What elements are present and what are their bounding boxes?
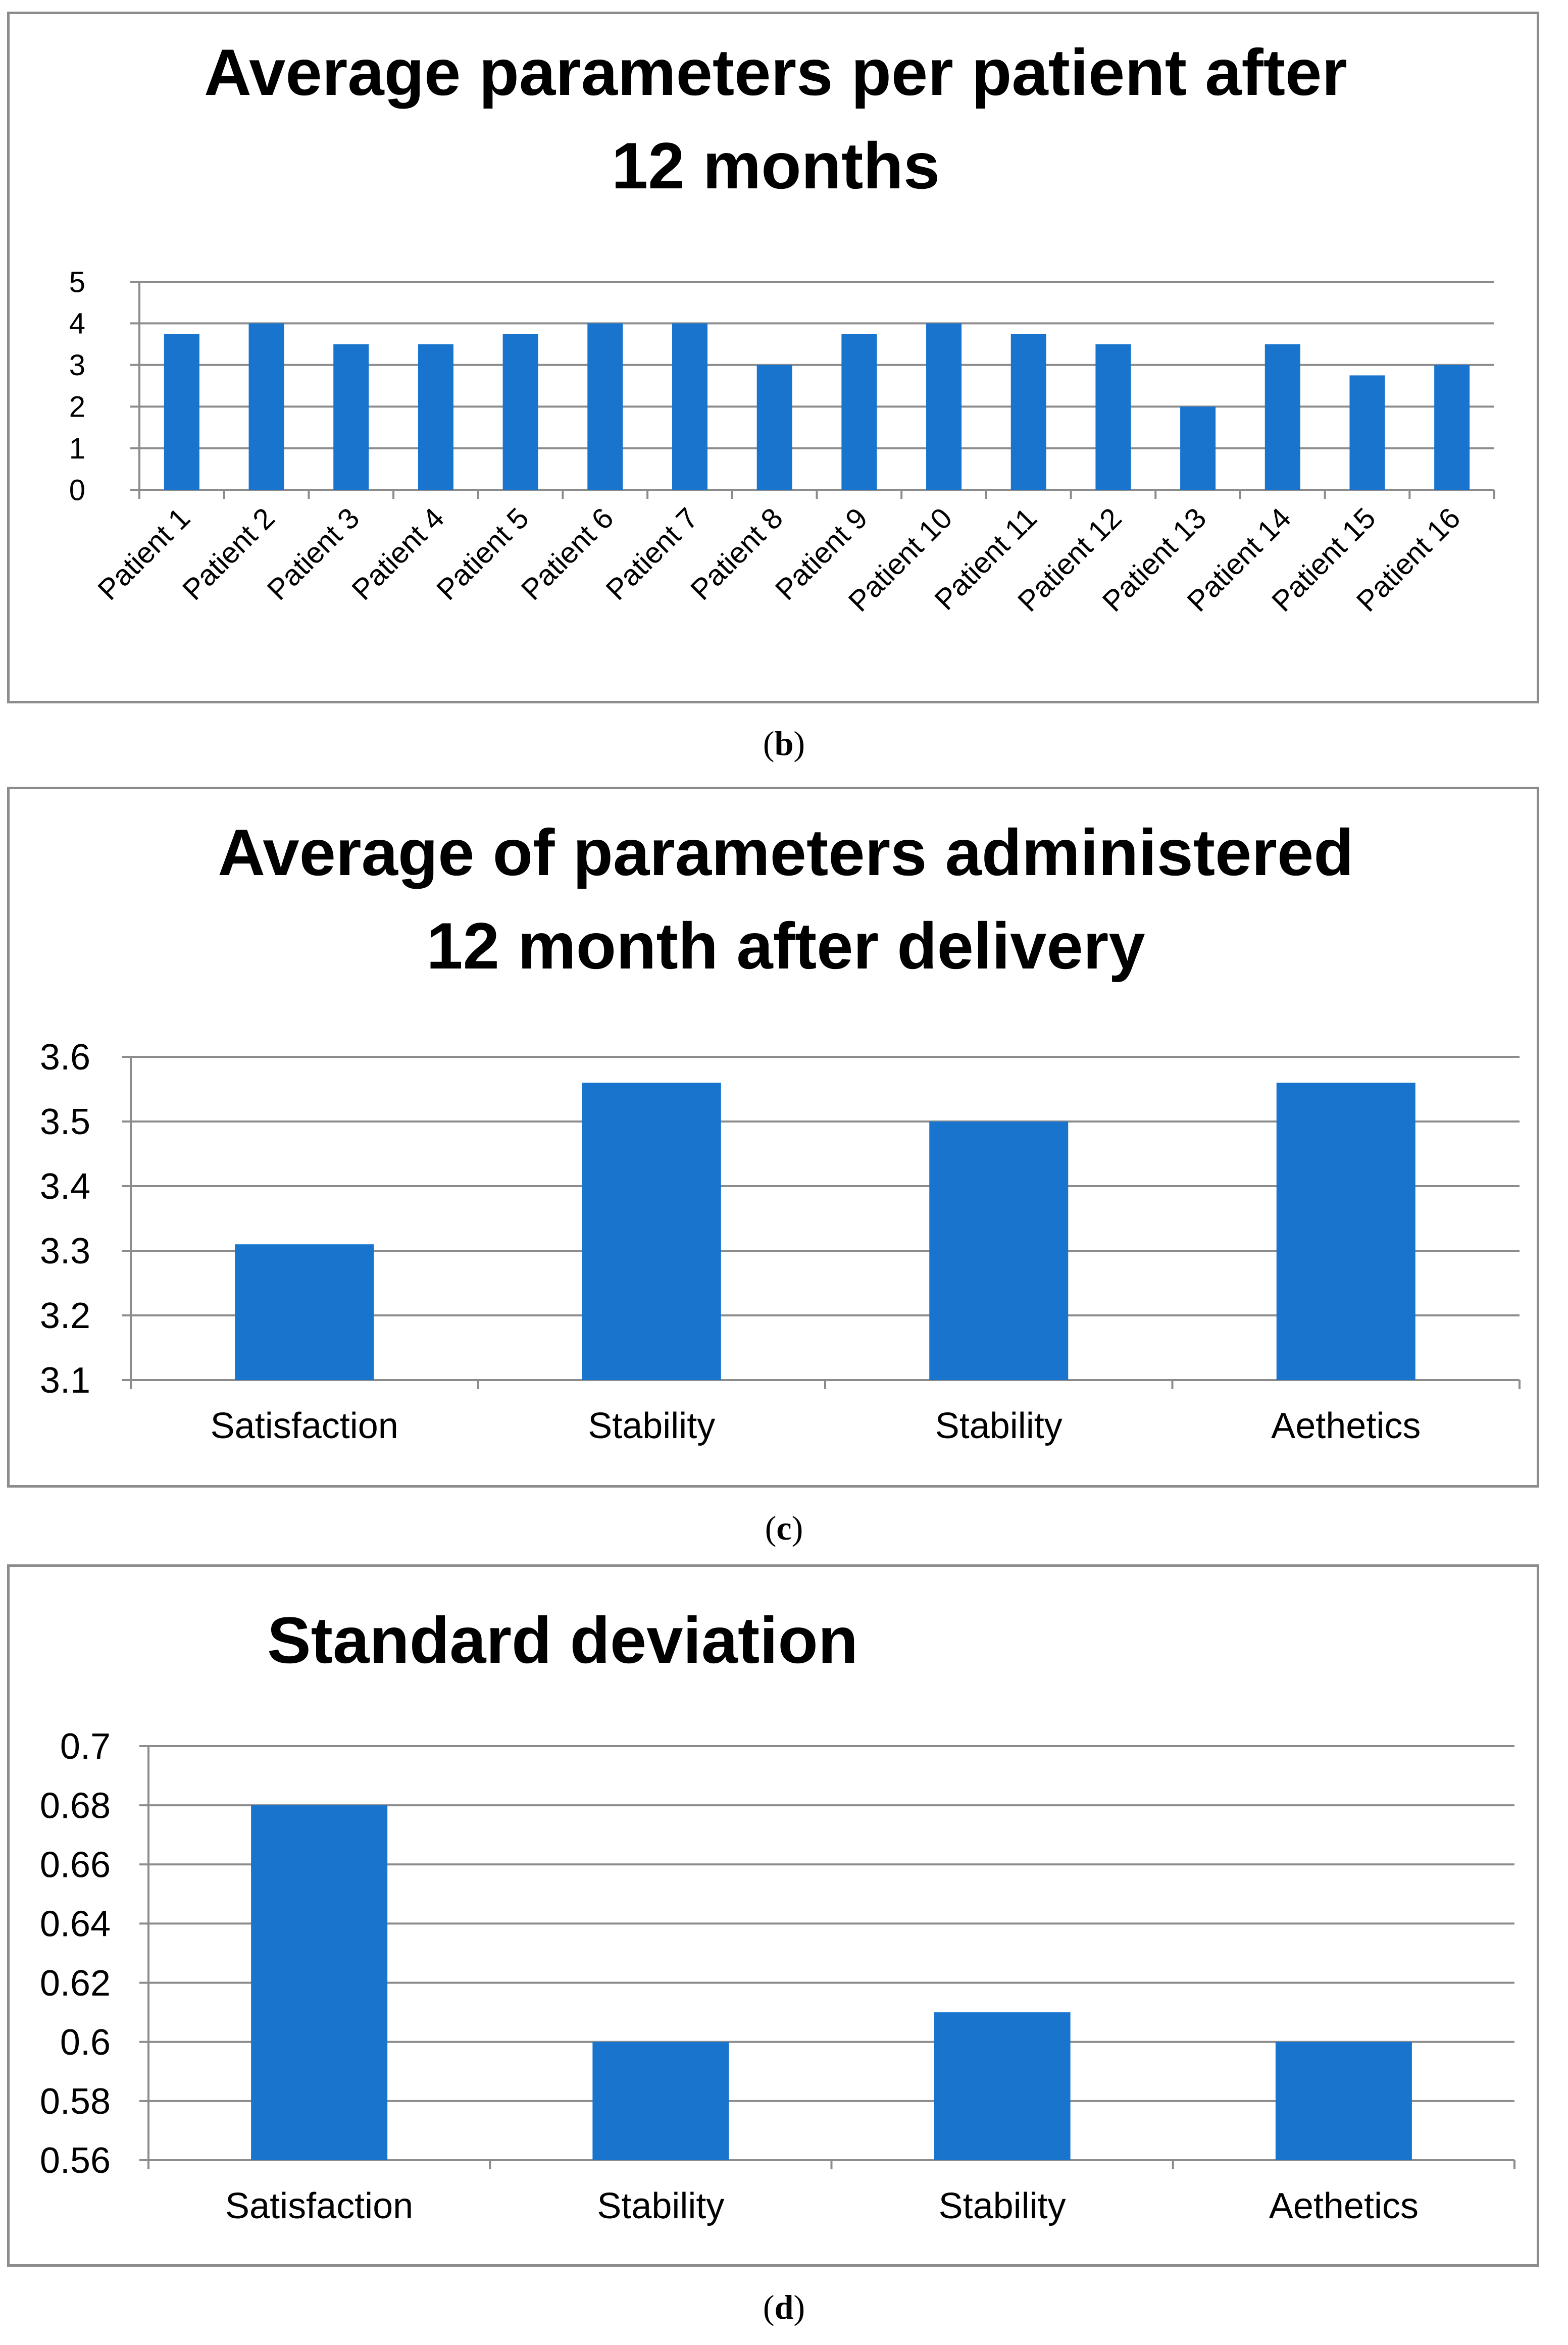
chart-c-ytick-label: 3.1 [40,1360,90,1401]
chart-b-bar-10 [926,323,962,490]
chart-c-ytick-label: 3.2 [40,1296,90,1336]
caption-d: (d) [763,2288,805,2326]
chart-d-ytick-label: 0.6 [60,2022,111,2063]
chart-b-bar-7 [672,323,707,490]
caption-b: (b) [763,724,805,762]
chart-c-title-line-1: Average of parameters administered [218,815,1353,889]
chart-panel-d: Standard deviation 0.56 0.58 0.6 0.62 0.64 0.6… [7,1564,1539,2267]
chart-b-bar-3 [333,344,369,490]
chart-b-bar-16 [1434,365,1470,490]
chart-d-ytick-label: 0.68 [40,1786,111,1826]
chart-d-bar-2 [592,2042,729,2160]
chart-b-category-label-4: Patient 4 [345,501,450,606]
chart-c-category-label-4: Aethetics [1271,1406,1421,1446]
chart-b-ytick-label: 5 [69,266,85,298]
chart-c-bar-4 [1276,1083,1415,1380]
chart-d-ytick-label: 0.66 [40,1845,111,1885]
chart-b-bar-15 [1349,375,1385,490]
caption-c-letter: c [776,1509,792,1547]
chart-b-bar-5 [502,334,538,490]
chart-b-bar-4 [418,344,453,490]
chart-b-bar-1 [164,334,199,490]
chart-d-category-label-4: Aethetics [1269,2186,1419,2226]
chart-c-bar-1 [235,1244,374,1380]
chart-b-category-label-1: Patient 1 [91,501,196,606]
chart-b-ytick-label: 0 [69,474,85,506]
chart-c-ytick-label: 3.6 [40,1037,90,1078]
chart-c-category-label-3: Stability [935,1406,1063,1446]
chart-d-ytick-label: 0.58 [40,2081,111,2122]
chart-b-bar-8 [756,365,792,490]
chart-b-bar-6 [587,323,623,490]
chart-d-bar-4 [1275,2042,1412,2160]
chart-b-bar-13 [1180,406,1216,490]
chart-d-bar-3 [934,2012,1071,2160]
chart-b-bar-11 [1010,334,1046,490]
caption-b-letter: b [774,724,794,762]
chart-b-category-label-7: Patient 7 [599,501,704,606]
chart-c-category-label-2: Stability [588,1406,715,1446]
chart-b-bar-14 [1264,344,1300,490]
chart-b-category-label-3: Patient 3 [261,501,366,606]
chart-d-ytick-label: 0.7 [60,1726,111,1767]
chart-b-bar-12 [1095,344,1131,490]
chart-c-ytick-label: 3.4 [40,1166,90,1207]
chart-b-title-line-1: Average parameters per patient after [204,35,1347,109]
chart-b-svg: Average parameters per patient after 12 m… [69,35,1495,618]
caption-d-letter: d [774,2288,794,2326]
chart-b-ytick-label: 1 [69,432,85,465]
chart-b-category-label-5: Patient 5 [430,501,535,606]
chart-c-ytick-label: 3.5 [40,1102,90,1142]
chart-panel-b: Average parameters per patient after 12 m… [7,12,1539,703]
chart-d-svg: Standard deviation 0.56 0.58 0.6 0.62 0.64 0.6… [40,1603,1515,2226]
chart-b-ytick-label: 4 [69,308,85,340]
chart-b-category-label-2: Patient 2 [176,501,281,606]
chart-c-title-line-2: 12 month after delivery [426,909,1145,983]
chart-b-ytick-label: 2 [69,391,85,424]
chart-b-category-label-6: Patient 6 [515,501,620,606]
caption-c: (c) [765,1509,803,1547]
chart-b-bar-2 [248,323,284,490]
chart-d-ytick-label: 0.56 [40,2140,111,2181]
chart-c-bar-2 [582,1083,721,1380]
chart-d-ytick-label: 0.62 [40,1963,111,2004]
chart-c-ytick-label: 3.3 [40,1231,90,1271]
chart-d-bar-1 [251,1805,388,2160]
chart-c-bar-3 [929,1121,1069,1380]
chart-b-category-label-8: Patient 8 [684,501,789,606]
chart-d-category-label-3: Stability [939,2186,1066,2226]
chart-d-category-label-2: Stability [597,2186,724,2226]
chart-d-category-label-1: Satisfaction [225,2186,413,2226]
chart-d-ytick-label: 0.64 [40,1904,111,1945]
chart-c-svg: Average of parameters administered 12 mon… [40,815,1521,1446]
chart-panel-c: Average of parameters administered 12 mon… [7,787,1539,1488]
chart-c-category-label-1: Satisfaction [211,1406,398,1446]
chart-b-title-line-2: 12 months [612,129,940,202]
chart-b-ytick-label: 3 [69,349,85,382]
chart-b-bar-9 [841,334,877,490]
chart-d-title-line-1: Standard deviation [267,1603,858,1677]
